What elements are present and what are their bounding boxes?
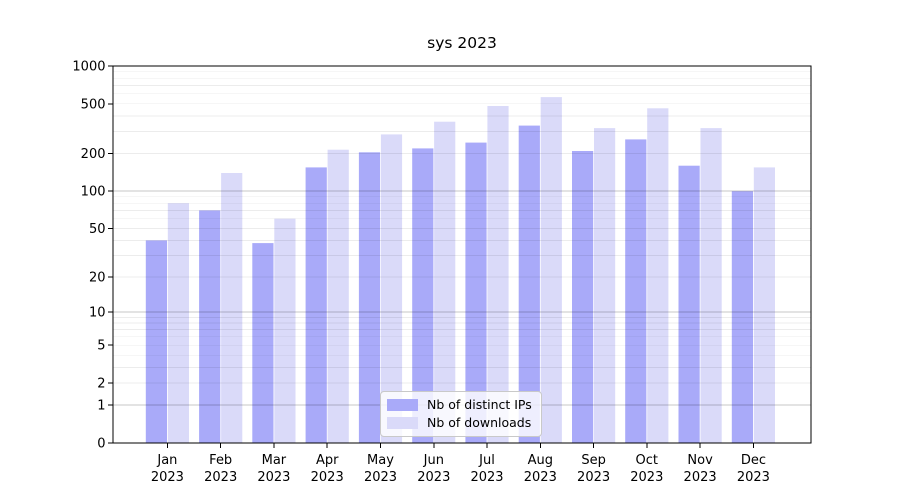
x-tick-label-jan: Jan 2023: [151, 453, 184, 485]
bar-1-jan: [167, 203, 189, 443]
x-axis: Jan 2023 Feb 2023 Mar 2023 Apr 2023 May 2023 Jun 20…: [151, 443, 770, 485]
bar-1-apr: [327, 149, 349, 443]
bar-0-aug: [518, 125, 540, 443]
legend-item-distinct-ips: Nb of distinct IPs: [387, 397, 533, 412]
legend-label-downloads: Nb of downloads: [427, 414, 532, 430]
x-tick-label-sep: Sep 2023: [577, 453, 610, 485]
x-tick-label-feb: Feb 2023: [204, 453, 237, 485]
series-1: [167, 97, 775, 444]
series-0: [145, 125, 753, 444]
y-tick-label: 2: [97, 377, 105, 392]
y-tick-label: 10: [89, 306, 106, 321]
bar-1-mar: [274, 218, 296, 443]
x-tick-label-jun: Jun 2023: [417, 453, 450, 485]
chart-title: sys 2023: [427, 34, 497, 52]
bar-1-aug: [540, 97, 562, 443]
bar-0-may: [358, 152, 381, 444]
legend-item-downloads: Nb of downloads: [387, 416, 533, 431]
bar-1-dec: [753, 167, 775, 443]
bar-0-oct: [625, 139, 647, 443]
bar-0-mar: [252, 243, 274, 443]
legend-swatch-downloads: [387, 417, 418, 430]
bar-1-jun: [434, 121, 456, 443]
bar-0-dec: [731, 191, 753, 443]
bar-0-sep: [572, 151, 594, 443]
bar-1-may: [380, 134, 403, 443]
bar-1-feb: [221, 173, 243, 443]
bar-0-nov: [678, 165, 700, 443]
x-tick-label-dec: Dec 2023: [737, 453, 770, 485]
y-tick-label: 1000: [72, 60, 105, 75]
bar-0-jan: [145, 240, 167, 443]
x-tick-label-mar: Mar 2023: [257, 453, 290, 485]
x-tick-label-aug: Aug 2023: [524, 453, 557, 485]
bar-0-feb: [199, 210, 221, 443]
bar-1-jul: [487, 106, 509, 443]
y-tick-label: 20: [89, 270, 106, 285]
minor-gridlines: [113, 71, 811, 384]
x-tick-label-apr: Apr 2023: [311, 453, 344, 485]
y-tick-label: 0: [97, 437, 105, 452]
bar-0-apr: [305, 167, 327, 443]
y-tick-label: 200: [81, 147, 106, 162]
bar-1-nov: [700, 128, 722, 443]
y-tick-label: 5: [97, 339, 105, 354]
y-tick-label: 50: [89, 222, 106, 237]
y-tick-label: 1: [97, 399, 105, 414]
x-tick-label-jul: Jul 2023: [470, 453, 503, 485]
bar-0-jun: [412, 148, 434, 443]
bar-1-sep: [594, 128, 616, 443]
bar-1-oct: [647, 108, 669, 444]
legend-swatch-distinct-ips: [387, 398, 418, 411]
x-tick-label-may: May 2023: [364, 453, 397, 485]
bar-0-jul: [465, 142, 487, 443]
legend-label-distinct-ips: Nb of distinct IPs: [427, 396, 532, 412]
y-axis: 0 1 2 5 10 20 50 100 200 500 1000: [72, 60, 113, 452]
y-tick-label: 500: [81, 97, 106, 112]
legend: Nb of distinct IPs Nb of downloads: [380, 391, 542, 437]
plot-border: [112, 65, 812, 444]
x-tick-label-nov: Nov 2023: [684, 453, 717, 485]
y-tick-label: 100: [81, 185, 106, 200]
x-tick-label-oct: Oct 2023: [630, 453, 663, 485]
